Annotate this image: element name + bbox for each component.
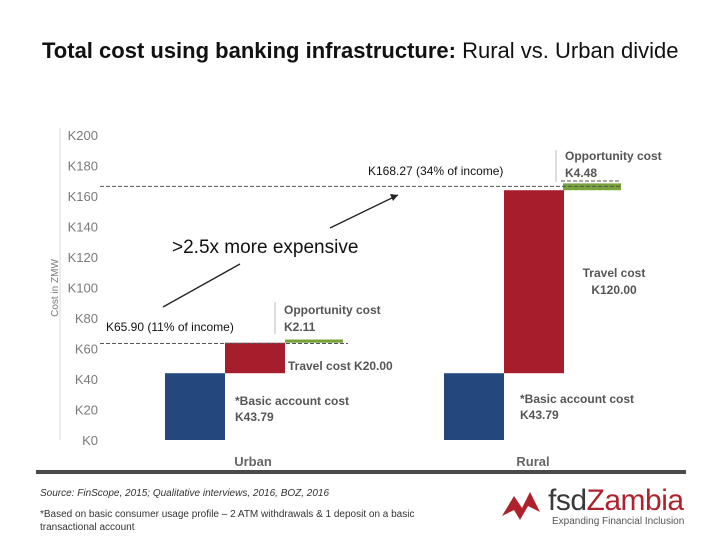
urban-basic-label: *Basic account cost — [235, 394, 349, 408]
logo-wordmark: fsdZambia — [548, 484, 684, 518]
y-tick-label: K60 — [75, 342, 98, 357]
category-label: Rural — [516, 454, 549, 469]
comparison-arrow-line — [329, 194, 399, 229]
y-axis-label: Cost in ZMW — [50, 259, 61, 317]
urban-opp-value: K2.11 — [284, 320, 316, 334]
footnote: *Based on basic consumer usage profile –… — [40, 509, 415, 533]
y-tick-label: K40 — [75, 372, 98, 387]
rural-total-label: K168.27 (34% of income) — [368, 164, 503, 178]
y-tick-label: K140 — [68, 220, 98, 235]
urban-total-label: K65.90 (11% of income) — [106, 320, 234, 334]
rural-travel-label: Travel cost — [583, 266, 646, 280]
page-title: Total cost using banking infrastructure:… — [42, 36, 692, 66]
y-tick-label: K20 — [75, 403, 98, 418]
y-tick-label: K180 — [68, 159, 98, 174]
logo-zambia: Zambia — [586, 484, 685, 517]
y-tick-label: K200 — [68, 128, 98, 143]
bar-travel-rural — [504, 190, 564, 374]
y-ticks: K0 K20 K40 K60 K80 K100 K120 K140 K160 K180 K200 — [68, 128, 98, 448]
arrow-head-icon — [390, 194, 398, 201]
logo-tagline: Expanding Financial Inclusion — [552, 516, 685, 527]
rural-basic-value: K43.79 — [520, 408, 559, 422]
annotations: Urban Rural *Basic account cost K43.79 Trave… — [100, 149, 662, 469]
category-label: Urban — [234, 454, 272, 469]
title-rest: Rural vs. Urban divide — [455, 38, 679, 63]
y-tick-label: K100 — [68, 281, 98, 296]
urban-basic-value: K43.79 — [235, 410, 274, 424]
urban-travel-label: Travel cost K20.00 — [288, 359, 393, 373]
rural-opp-value: K4.48 — [565, 166, 597, 180]
y-tick-label: K120 — [68, 250, 98, 265]
comparison-label: >2.5x more expensive — [172, 237, 358, 258]
y-tick-label: K160 — [68, 189, 98, 204]
fsd-zambia-logo-icon — [502, 492, 540, 520]
comparison-line — [162, 263, 241, 308]
bar-basic-account-urban — [165, 373, 225, 440]
urban-opp-label: Opportunity cost — [284, 303, 381, 317]
y-tick-label: K0 — [82, 433, 98, 448]
y-tick-label: K80 — [75, 311, 98, 326]
source-note: Source: FinScope, 2015; Qualitative inte… — [40, 488, 330, 499]
rural-basic-label: *Basic account cost — [520, 392, 634, 406]
bar-opportunity-urban — [285, 339, 343, 343]
title-bold: Total cost using banking infrastructure: — [42, 38, 456, 63]
footer-divider — [36, 470, 686, 474]
bar-travel-urban — [225, 342, 285, 374]
bars — [165, 183, 621, 440]
rural-travel-value: K120.00 — [591, 283, 637, 297]
bar-basic-account-rural — [444, 373, 504, 440]
rural-opp-label: Opportunity cost — [565, 149, 662, 163]
logo-fsd: fsd — [548, 484, 587, 517]
